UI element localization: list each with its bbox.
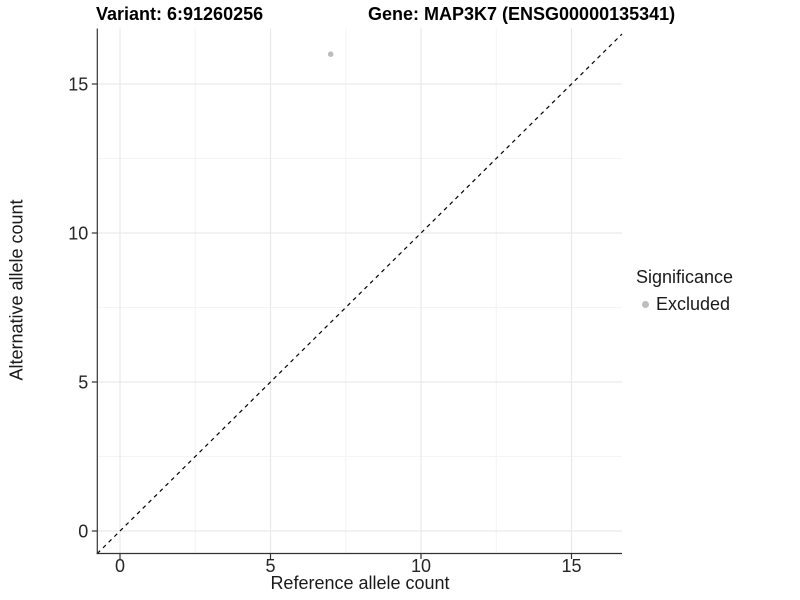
- data-point: [327, 51, 334, 57]
- legend-title: Significance: [636, 267, 734, 287]
- y-axis-title: Alternative allele count: [6, 199, 27, 381]
- y-tick-label: 0: [78, 522, 88, 542]
- y-tick-label: 15: [68, 75, 88, 95]
- y-tick-label: 10: [68, 224, 88, 244]
- x-tick-label: 10: [411, 556, 431, 576]
- x-tick-label: 15: [561, 556, 581, 576]
- legend-key: [636, 296, 654, 314]
- x-tick-label: 0: [115, 556, 125, 576]
- excluded-point-icon: [641, 301, 649, 308]
- variant-title: Variant: 6:91260256: [96, 4, 264, 24]
- gene-title: Gene: MAP3K7 (ENSG00000135341): [368, 4, 676, 24]
- legend: Significance Excluded: [636, 267, 733, 315]
- legend-item-excluded: Excluded: [636, 294, 733, 315]
- identity-line: [96, 33, 623, 554]
- x-tick-label: 5: [265, 556, 275, 576]
- x-axis-title: Reference allele count: [270, 573, 450, 593]
- legend-item-label: Excluded: [656, 294, 731, 314]
- y-tick-label: 5: [78, 373, 88, 393]
